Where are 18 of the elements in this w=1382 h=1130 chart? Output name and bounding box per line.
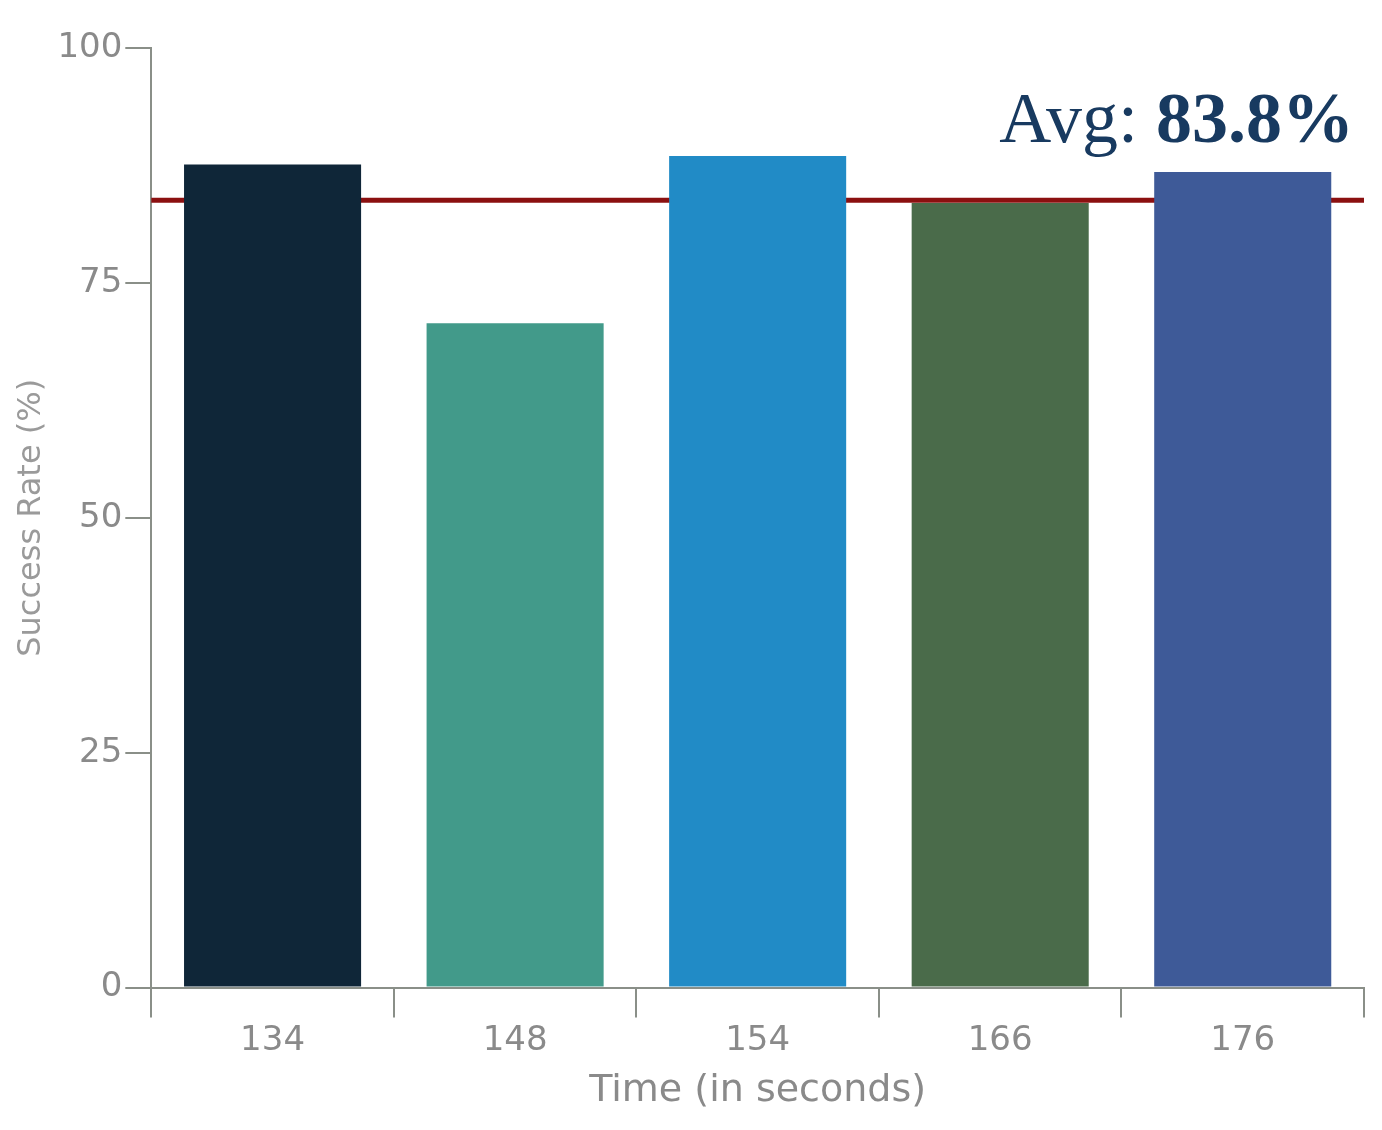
y-tick-label: 100: [57, 24, 123, 65]
bar: [426, 323, 604, 987]
y-tick-label: 50: [79, 494, 123, 535]
bar: [184, 164, 362, 987]
y-tick-label: 25: [79, 729, 123, 770]
bar: [911, 203, 1089, 987]
x-tick-label: 176: [1210, 1017, 1276, 1058]
bar: [1154, 172, 1332, 987]
bar: [669, 156, 847, 987]
y-tick-label: 0: [100, 964, 123, 1005]
x-tick-label: 148: [482, 1017, 548, 1058]
y-axis-title: Success Rate (%): [9, 378, 48, 657]
y-tick-label: 75: [79, 259, 123, 300]
x-axis-title: Time (in seconds): [588, 1066, 927, 1111]
ref-line-label: Avg: 83.8%: [999, 78, 1354, 159]
x-tick-label: 166: [967, 1017, 1033, 1058]
x-tick-label: 154: [725, 1017, 791, 1058]
x-tick-label: 134: [240, 1017, 306, 1058]
